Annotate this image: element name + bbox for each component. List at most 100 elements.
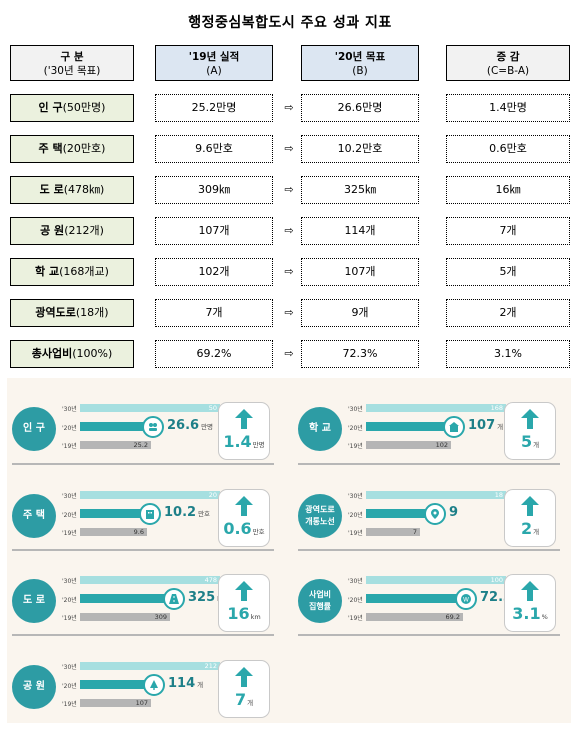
row-target: (20만호) — [62, 142, 106, 155]
bar-2019: 309 — [80, 613, 170, 621]
increase-number: 2 — [520, 519, 533, 538]
arrow-icon: ⇨ — [284, 101, 294, 114]
bar-2019: 7 — [366, 528, 420, 536]
arrow-icon: ⇨ — [284, 224, 294, 237]
row-target: (212개) — [64, 224, 104, 237]
cell-2019: 9.6만호 — [155, 135, 273, 163]
row-target: (100%) — [72, 347, 113, 360]
bar-2030-value: 20 — [208, 491, 217, 499]
header-2020-sub: (B) — [352, 65, 368, 77]
section-divider — [12, 463, 274, 465]
cell-2020: 114개 — [301, 217, 419, 245]
increase-box: 1.4만명 — [218, 402, 270, 460]
bar-2019: 107 — [80, 699, 151, 707]
bar-2020-value: 26.6 만명 — [167, 418, 213, 433]
money-icon: W — [455, 588, 477, 610]
increase-box: 3.1% — [504, 574, 556, 632]
cell-2019: 7개 — [155, 299, 273, 327]
bar-2020-number: 9 — [449, 505, 459, 520]
svg-text:W: W — [463, 597, 469, 604]
bar-2030: 478 — [80, 576, 220, 584]
cell-2019: 25.2만명 — [155, 94, 273, 122]
cell-change: 0.6만호 — [446, 135, 570, 163]
row-label: 도 로(478㎞) — [10, 176, 134, 204]
cell-2019: 107개 — [155, 217, 273, 245]
increase-unit: % — [541, 613, 548, 621]
bar-2019-value: 25.2 — [133, 441, 148, 449]
bar-2030-value: 212 — [204, 662, 217, 670]
increase-value: 2개 — [505, 520, 555, 541]
row-name: 학 교 — [35, 265, 60, 278]
increase-box: 0.6만호 — [218, 489, 270, 547]
bar-2030: 20 — [80, 491, 220, 499]
bar-2030: 168 — [366, 404, 506, 412]
increase-number: 1.4 — [223, 432, 252, 451]
year-label-2019: '19년 — [62, 615, 77, 622]
row-name: 인 구 — [38, 101, 63, 114]
bar-2020 — [366, 509, 436, 518]
bar-2020-value: 9 — [449, 505, 460, 520]
bar-2019-value: 107 — [135, 699, 148, 707]
year-label-2030: '30년 — [62, 664, 77, 671]
increase-value: 1.4만명 — [219, 433, 269, 454]
arrow-icon: ⇨ — [284, 347, 294, 360]
cell-2020: 107개 — [301, 258, 419, 286]
bar-2030-value: 18 — [494, 491, 503, 499]
bar-2020-number: 325 — [188, 590, 216, 605]
indicator-circle: 인 구 — [12, 407, 56, 451]
bar-2019-value: 309 — [154, 613, 167, 621]
up-arrow-icon — [521, 581, 539, 605]
cell-change: 16㎞ — [446, 176, 570, 204]
bar-2030: 100 — [366, 576, 506, 584]
bar-2020-value: 107 개 — [468, 418, 503, 433]
increase-number: 5 — [520, 432, 533, 451]
year-label-2030: '30년 — [348, 578, 363, 585]
bar-2019: 102 — [366, 441, 451, 449]
year-label-2020: '20년 — [348, 597, 363, 604]
cell-2019: 69.2% — [155, 340, 273, 368]
bar-2030-value: 100 — [490, 576, 503, 584]
cell-change: 2개 — [446, 299, 570, 327]
row-label: 학 교(168개교) — [10, 258, 134, 286]
bar-2020-number: 107 — [468, 418, 496, 433]
row-name: 공 원 — [40, 224, 65, 237]
up-arrow-icon — [235, 581, 253, 605]
increase-box: 7개 — [218, 660, 270, 718]
bar-2030: 50 — [80, 404, 220, 412]
year-label-2020: '20년 — [62, 425, 77, 432]
row-name: 광역도로 — [35, 306, 76, 319]
indicator-circle: 학 교 — [298, 407, 342, 451]
indicator-circle: 도 로 — [12, 579, 56, 623]
people-icon — [142, 416, 164, 438]
cell-change: 3.1% — [446, 340, 570, 368]
year-label-2019: '19년 — [62, 701, 77, 708]
building-icon — [139, 503, 161, 525]
increase-value: 0.6만호 — [219, 520, 269, 541]
row-target: (50만명) — [62, 101, 106, 114]
header-change-label: 증 감 — [496, 51, 520, 63]
header-2019-label: '19년 실적 — [188, 51, 240, 63]
bar-2019-value: 102 — [435, 441, 448, 449]
increase-value: 16km — [219, 605, 269, 626]
year-label-2030: '30년 — [348, 406, 363, 413]
bar-2020-unit: 개 — [497, 423, 504, 431]
header-category-sub: ('30년 목표) — [43, 65, 101, 77]
cell-2020: 26.6만명 — [301, 94, 419, 122]
cell-change: 7개 — [446, 217, 570, 245]
cell-change: 1.4만명 — [446, 94, 570, 122]
up-arrow-icon — [235, 496, 253, 520]
row-name: 총사업비 — [31, 347, 73, 360]
bar-2020 — [80, 509, 151, 518]
row-label: 총사업비(100%) — [10, 340, 134, 368]
header-change-sub: (C=B-A) — [486, 65, 530, 77]
increase-unit: km — [250, 613, 261, 621]
arrow-icon: ⇨ — [284, 183, 294, 196]
arrow-icon: ⇨ — [284, 142, 294, 155]
indicator-circle: 사업비 집행률 — [298, 579, 342, 623]
increase-number: 16 — [227, 604, 250, 623]
row-target: (18개) — [75, 306, 109, 319]
arrow-icon: ⇨ — [284, 265, 294, 278]
bar-2020-value: 10.2 만호 — [164, 505, 210, 520]
header-category: 구 분 ('30년 목표) — [10, 45, 134, 81]
cell-2020: 325㎞ — [301, 176, 419, 204]
